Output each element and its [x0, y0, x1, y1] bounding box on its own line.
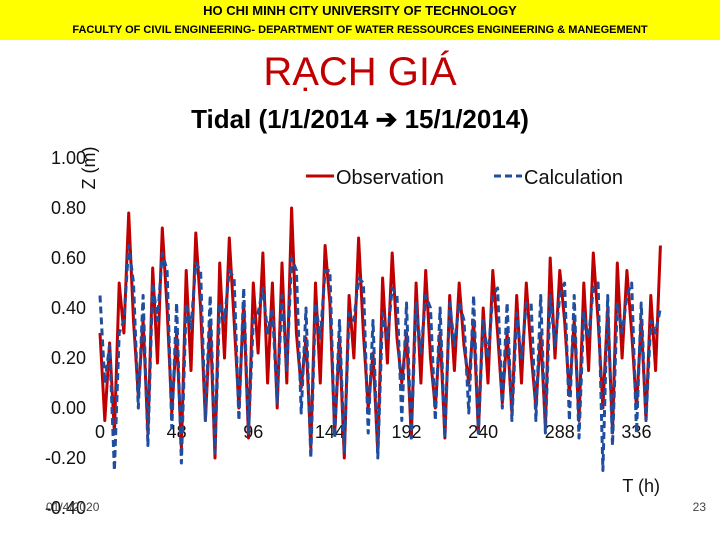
- x-tick-label: 144: [315, 422, 345, 442]
- university-name: HO CHI MINH CITY UNIVERSITY OF TECHNOLOG…: [203, 3, 517, 18]
- legend: Observation Calculation: [306, 167, 623, 189]
- x-tick-labels: 0 48 96 144 192 240 288 336: [95, 422, 651, 442]
- y-tick-label: 0.80: [51, 198, 86, 218]
- footer-date: 01/4/2020: [46, 500, 100, 514]
- x-tick-label: 240: [468, 422, 498, 442]
- y-tick-label: 0.00: [51, 398, 86, 418]
- x-tick-label: 192: [392, 422, 422, 442]
- x-tick-label: 288: [545, 422, 575, 442]
- page-number: 23: [692, 500, 706, 514]
- y-tick-label: -0.40: [45, 498, 86, 518]
- legend-label-calculation: Calculation: [524, 167, 623, 189]
- y-axis-label: Z (m): [79, 147, 99, 190]
- legend-label-observation: Observation: [336, 167, 444, 189]
- header-banner: [0, 0, 720, 40]
- y-tick-label: 0.40: [51, 298, 86, 318]
- series-line-calculation: [98, 244, 662, 472]
- faculty-name: FACULTY OF CIVIL ENGINEERING- DEPARTMENT…: [72, 24, 648, 36]
- y-tick-label: 0.60: [51, 248, 86, 268]
- chart-title: Tidal (1/1/2014 ➔ 15/1/2014): [191, 104, 529, 134]
- x-tick-label: 0: [95, 422, 105, 442]
- y-tick-label: 0.20: [51, 348, 86, 368]
- site-title: RẠCH GIÁ: [263, 50, 457, 94]
- y-tick-label: -0.20: [45, 448, 86, 468]
- x-axis-label: T (h): [622, 476, 660, 496]
- x-tick-label: 96: [243, 422, 263, 442]
- series-lines: [98, 206, 662, 472]
- y-tick-label: 1.00: [51, 148, 86, 168]
- y-tick-labels: 1.00 0.80 0.60 0.40 0.20 0.00 -0.20 -0.40: [45, 148, 86, 518]
